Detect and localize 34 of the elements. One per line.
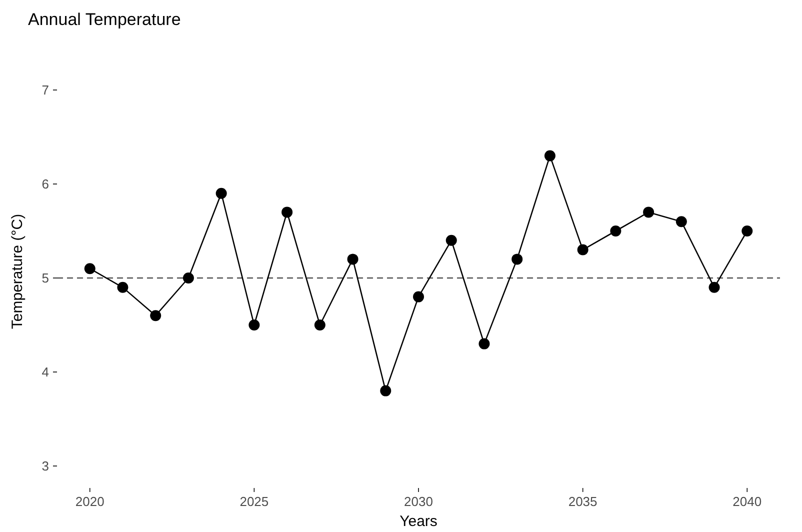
- y-tick-label: 6: [42, 176, 49, 192]
- point: [117, 282, 128, 293]
- point: [577, 244, 588, 256]
- point: [708, 282, 720, 293]
- x-tick-label: 2025: [240, 494, 269, 509]
- point: [676, 216, 687, 228]
- point: [84, 263, 96, 274]
- point: [314, 320, 326, 330]
- point: [282, 206, 293, 218]
- y-tick-label: 4: [42, 364, 49, 380]
- chart-title: Annual Temperature: [28, 10, 181, 29]
- x-tick-label: 2040: [732, 494, 762, 509]
- point: [478, 338, 490, 350]
- y-axis-title: Temperature (°C): [9, 214, 26, 330]
- point: [544, 150, 556, 162]
- point: [446, 234, 457, 246]
- point: [643, 206, 654, 218]
- point: [610, 226, 622, 236]
- y-tick-label: 7: [42, 82, 49, 98]
- point: [182, 272, 194, 284]
- point: [512, 254, 523, 265]
- y-tick-label: 3: [42, 458, 49, 474]
- point: [742, 226, 753, 236]
- point: [413, 291, 424, 302]
- x-tick-label: 2020: [75, 494, 104, 509]
- x-axis-title: Years: [400, 513, 438, 530]
- point: [347, 254, 358, 265]
- y-tick-label: 5: [42, 270, 49, 286]
- point: [216, 188, 227, 199]
- point: [248, 320, 260, 330]
- x-tick-label: 2030: [404, 494, 433, 509]
- point: [380, 385, 392, 396]
- point: [150, 310, 162, 322]
- x-tick-label: 2035: [568, 494, 598, 509]
